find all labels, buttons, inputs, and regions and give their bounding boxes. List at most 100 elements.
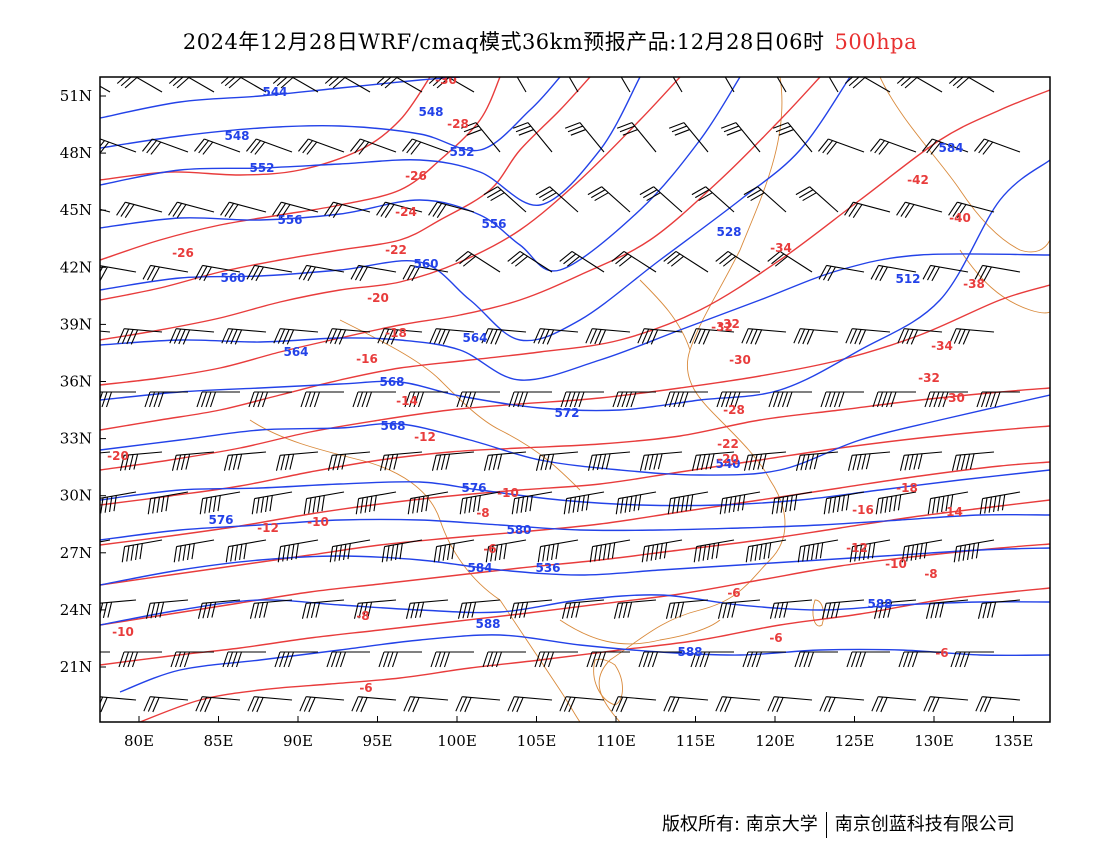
wind-barb [277, 539, 319, 563]
height-contour-label: 580 [506, 523, 531, 537]
coastline [879, 77, 1050, 253]
temperature-contours [100, 77, 1050, 722]
wind-barb [405, 599, 449, 619]
wind-barb [197, 599, 241, 619]
wind-barb [896, 77, 943, 93]
wind-barb [299, 696, 345, 713]
wind-barb [459, 491, 501, 515]
wind-barb [615, 491, 657, 515]
geopotential-contour [100, 469, 1050, 507]
temperature-contour [100, 387, 1050, 506]
wind-barb [690, 651, 734, 668]
wind-barb [143, 696, 189, 713]
wind-barb [563, 491, 605, 515]
height-contour-label: 536 [535, 561, 560, 575]
wind-barb [922, 264, 969, 282]
wind-barb [168, 77, 215, 93]
temp-contour-label: -6 [935, 646, 948, 660]
wind-barb [768, 391, 812, 408]
temp-contour-label: -20 [107, 449, 129, 463]
temperature-contour [139, 587, 1050, 722]
height-contour-label: 552 [449, 145, 474, 159]
lat-tick-label: 51N [60, 87, 92, 105]
height-contour-label: 548 [418, 105, 443, 119]
temp-contour-label: -8 [356, 609, 369, 623]
height-contour-label: 576 [461, 481, 486, 495]
lat-tick-label: 33N [60, 430, 92, 448]
wind-barb [221, 328, 267, 345]
wind-barb [818, 77, 839, 93]
temperature-contour [100, 284, 1050, 471]
geopotential-contour [100, 159, 1050, 412]
height-contour-label: 552 [249, 161, 274, 175]
wind-barb [719, 491, 761, 515]
wind-barb [378, 651, 422, 668]
wind-barb [953, 539, 995, 563]
lon-tick-label: 135E [994, 732, 1034, 750]
height-contour-label: 556 [277, 213, 302, 227]
height-contour-label: 560 [413, 257, 438, 271]
temperature-contour [100, 425, 1050, 546]
coastline [639, 279, 691, 351]
temp-contour-label: -10 [307, 515, 329, 529]
wind-barb [872, 391, 916, 408]
wind-barb [819, 696, 865, 713]
wind-barb [924, 391, 968, 408]
wind-barb [668, 122, 709, 153]
wind-barb [298, 138, 345, 155]
temperature-contour [100, 77, 591, 301]
wind-barb [508, 391, 552, 408]
wind-barb [379, 451, 423, 471]
temp-contour-label: -20 [717, 452, 739, 466]
wind-barb [797, 539, 839, 563]
wind-barb [923, 696, 969, 713]
wind-barb [925, 599, 969, 619]
wind-barb [821, 599, 865, 619]
wind-barb [589, 539, 631, 563]
wind-barb [766, 77, 787, 93]
wind-barb [715, 696, 761, 713]
height-contour-label: 548 [224, 129, 249, 143]
wind-barb [483, 451, 527, 471]
lat-tick-label: 45N [60, 201, 92, 219]
wind-barb [741, 328, 787, 345]
wind-barb [220, 201, 267, 218]
temp-contour-label: -30 [435, 73, 457, 87]
wind-barb [222, 651, 266, 668]
wind-barb [662, 77, 683, 93]
temp-contour-label: -10 [112, 625, 134, 639]
wind-barb [899, 451, 943, 471]
geopotential-contour [100, 394, 1050, 476]
wind-barb [637, 328, 683, 345]
wind-barb [457, 599, 501, 619]
temp-contour-label: -12 [414, 430, 436, 444]
wind-barb [247, 696, 293, 713]
wind-barb [173, 539, 215, 563]
wind-barb [325, 328, 371, 345]
coastline [249, 419, 501, 601]
temp-contour-label: -8 [476, 506, 489, 520]
company-text: 南京创蓝科技有限公司 [834, 814, 1015, 835]
wind-barb [691, 451, 735, 471]
wind-barb [455, 696, 501, 713]
wind-barb [560, 391, 604, 408]
wind-barb [611, 696, 657, 713]
temperature-contour [100, 499, 1050, 626]
wind-barb [404, 391, 448, 408]
title-level: 500hpa [834, 30, 918, 54]
wind-barb [665, 599, 709, 619]
wind-barb [849, 539, 891, 563]
temperature-contour [100, 543, 1050, 666]
temp-contour-label: -16 [852, 503, 874, 517]
wind-barb [100, 138, 137, 155]
wind-barb [507, 251, 553, 273]
wind-barb [845, 328, 891, 345]
wind-barb [303, 491, 345, 515]
wind-barb [793, 328, 839, 345]
wind-barb [352, 391, 396, 408]
temp-contour-label: -12 [846, 541, 868, 555]
temp-contour-label: -34 [931, 339, 953, 353]
lon-tick-label: 115E [676, 732, 716, 750]
wind-barb [663, 251, 709, 273]
